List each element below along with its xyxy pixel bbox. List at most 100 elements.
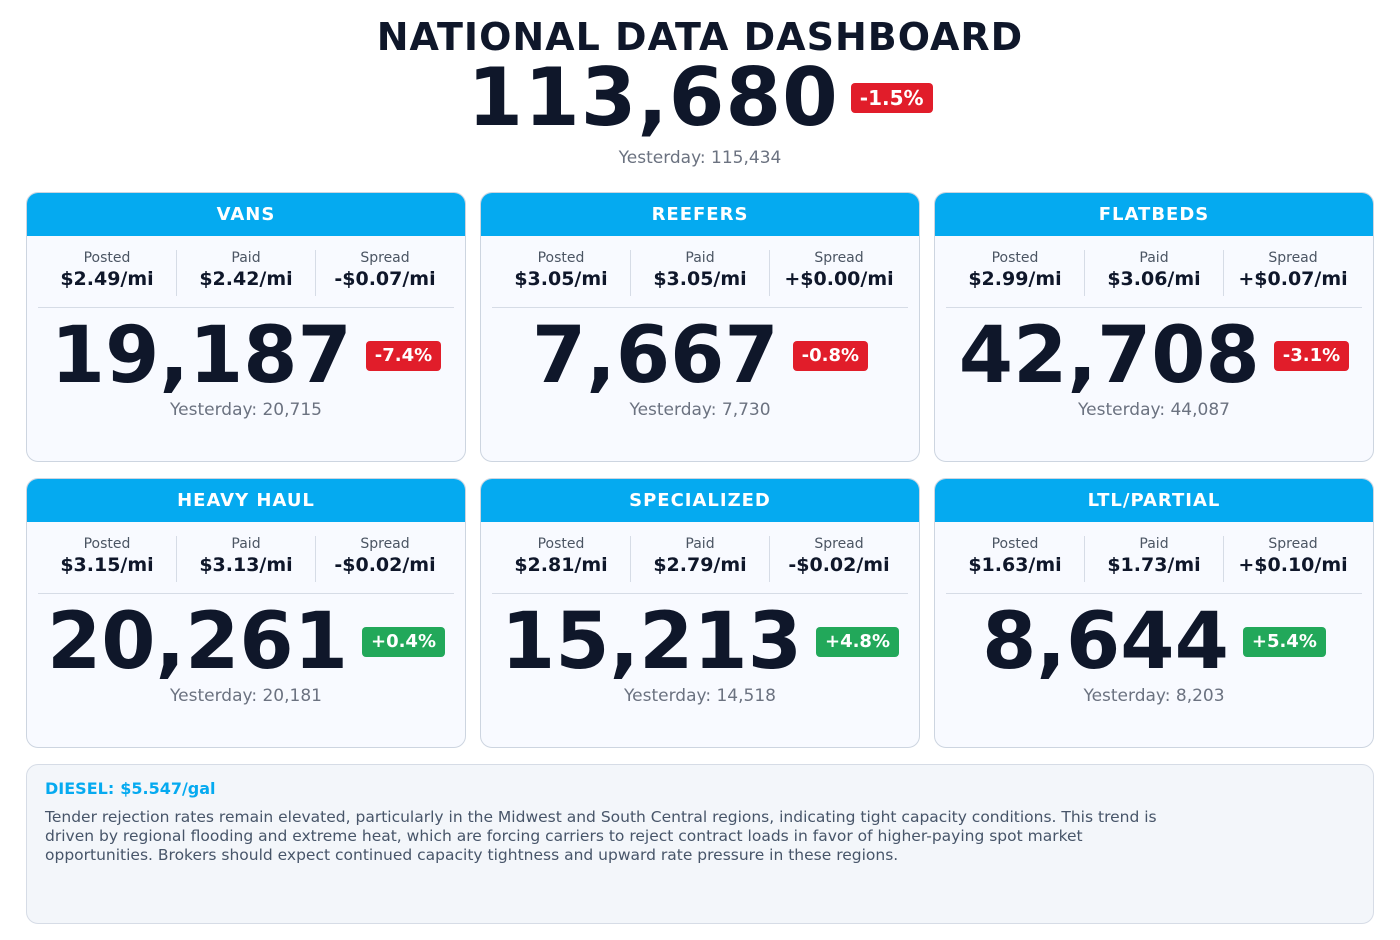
- posted-value: $2.99/mi: [968, 268, 1062, 290]
- rate-stats: Posted $3.15/mi Paid $3.13/mi Spread -$0…: [38, 536, 454, 594]
- posted-value: $2.81/mi: [514, 554, 608, 576]
- rate-stats: Posted $2.99/mi Paid $3.06/mi Spread +$0…: [946, 250, 1362, 308]
- card-title: VANS: [27, 193, 465, 236]
- change-badge: +4.8%: [815, 627, 899, 657]
- paid-label: Paid: [685, 536, 715, 552]
- posted-value: $3.15/mi: [60, 554, 154, 576]
- posted-stat: Posted $3.15/mi: [38, 536, 177, 582]
- posted-stat: Posted $1.63/mi: [946, 536, 1085, 582]
- posted-stat: Posted $2.99/mi: [946, 250, 1085, 296]
- total-loads-value: 113,680: [467, 51, 839, 144]
- yesterday-value: Yesterday: 14,518: [624, 686, 776, 706]
- paid-stat: Paid $1.73/mi: [1085, 536, 1224, 582]
- spread-value: -$0.02/mi: [788, 554, 890, 576]
- paid-label: Paid: [685, 250, 715, 266]
- card-vans: VANS Posted $2.49/mi Paid $2.42/mi Sprea…: [26, 192, 466, 462]
- posted-value: $3.05/mi: [514, 268, 608, 290]
- spread-label: Spread: [360, 536, 410, 552]
- spread-stat: Spread +$0.07/mi: [1224, 250, 1362, 296]
- card-flatbeds: FLATBEDS Posted $2.99/mi Paid $3.06/mi S…: [934, 192, 1374, 462]
- spread-value: +$0.07/mi: [1238, 268, 1348, 290]
- paid-stat: Paid $2.42/mi: [177, 250, 316, 296]
- spread-label: Spread: [814, 250, 864, 266]
- paid-value: $3.13/mi: [199, 554, 293, 576]
- spread-value: -$0.07/mi: [334, 268, 436, 290]
- change-badge: +5.4%: [1242, 627, 1326, 657]
- total-change-badge: -1.5%: [850, 83, 933, 113]
- page-title: NATIONAL DATA DASHBOARD: [376, 15, 1024, 59]
- rate-stats: Posted $2.49/mi Paid $2.42/mi Spread -$0…: [38, 250, 454, 308]
- spread-value: +$0.00/mi: [784, 268, 894, 290]
- card-specialized: SPECIALIZED Posted $2.81/mi Paid $2.79/m…: [480, 478, 920, 748]
- dashboard-header: NATIONAL DATA DASHBOARD 113,680 -1.5% Ye…: [0, 14, 1400, 168]
- change-badge: -0.8%: [792, 341, 869, 371]
- rate-stats: Posted $2.81/mi Paid $2.79/mi Spread -$0…: [492, 536, 908, 594]
- paid-label: Paid: [231, 250, 261, 266]
- posted-label: Posted: [537, 536, 585, 552]
- load-count-row: 8,644 +5.4%: [935, 594, 1373, 690]
- card-title: FLATBEDS: [935, 193, 1373, 236]
- card-title: HEAVY HAUL: [27, 479, 465, 522]
- paid-value: $1.73/mi: [1107, 554, 1201, 576]
- change-badge: -3.1%: [1273, 341, 1350, 371]
- change-badge: +0.4%: [361, 627, 445, 657]
- card-heavy-haul: HEAVY HAUL Posted $3.15/mi Paid $3.13/mi…: [26, 478, 466, 748]
- spread-label: Spread: [814, 536, 864, 552]
- load-count-row: 7,667 -0.8%: [481, 308, 919, 404]
- paid-value: $3.06/mi: [1107, 268, 1201, 290]
- load-count-value: 8,644: [982, 597, 1229, 687]
- paid-label: Paid: [231, 536, 261, 552]
- paid-stat: Paid $3.05/mi: [631, 250, 770, 296]
- posted-value: $1.63/mi: [968, 554, 1062, 576]
- posted-value: $2.49/mi: [60, 268, 154, 290]
- card-title: LTL/PARTIAL: [935, 479, 1373, 522]
- spread-label: Spread: [1268, 250, 1318, 266]
- paid-stat: Paid $2.79/mi: [631, 536, 770, 582]
- spread-stat: Spread +$0.10/mi: [1224, 536, 1362, 582]
- load-count-value: 20,261: [46, 597, 348, 687]
- change-badge: -7.4%: [365, 341, 442, 371]
- diesel-price: DIESEL: $5.547/gal: [45, 779, 1355, 799]
- posted-stat: Posted $3.05/mi: [492, 250, 631, 296]
- card-title: REEFERS: [481, 193, 919, 236]
- paid-label: Paid: [1139, 250, 1169, 266]
- card-title: SPECIALIZED: [481, 479, 919, 522]
- market-note-text: Tender rejection rates remain elevated, …: [45, 808, 1157, 864]
- diesel-value: $5.547/gal: [120, 779, 216, 798]
- paid-value: $3.05/mi: [653, 268, 747, 290]
- paid-value: $2.79/mi: [653, 554, 747, 576]
- load-count-value: 15,213: [500, 597, 802, 687]
- card-ltl-partial: LTL/PARTIAL Posted $1.63/mi Paid $1.73/m…: [934, 478, 1374, 748]
- load-count-row: 20,261 +0.4%: [27, 594, 465, 690]
- diesel-label: DIESEL:: [45, 779, 115, 798]
- paid-stat: Paid $3.13/mi: [177, 536, 316, 582]
- total-row: 113,680 -1.5%: [0, 58, 1400, 138]
- spread-stat: Spread -$0.02/mi: [770, 536, 908, 582]
- spread-value: +$0.10/mi: [1238, 554, 1348, 576]
- paid-value: $2.42/mi: [199, 268, 293, 290]
- yesterday-value: Yesterday: 20,181: [170, 686, 322, 706]
- load-count-row: 15,213 +4.8%: [481, 594, 919, 690]
- posted-label: Posted: [991, 250, 1039, 266]
- load-count-value: 42,708: [958, 311, 1260, 401]
- yesterday-value: Yesterday: 7,730: [629, 400, 771, 420]
- spread-value: -$0.02/mi: [334, 554, 436, 576]
- posted-label: Posted: [83, 536, 131, 552]
- yesterday-value: Yesterday: 44,087: [1078, 400, 1230, 420]
- posted-label: Posted: [83, 250, 131, 266]
- posted-stat: Posted $2.81/mi: [492, 536, 631, 582]
- posted-label: Posted: [991, 536, 1039, 552]
- card-reefers: REEFERS Posted $3.05/mi Paid $3.05/mi Sp…: [480, 192, 920, 462]
- spread-stat: Spread -$0.07/mi: [316, 250, 454, 296]
- total-yesterday: Yesterday: 115,434: [618, 148, 782, 168]
- load-count-value: 19,187: [50, 311, 352, 401]
- rate-stats: Posted $3.05/mi Paid $3.05/mi Spread +$0…: [492, 250, 908, 308]
- paid-stat: Paid $3.06/mi: [1085, 250, 1224, 296]
- spread-stat: Spread +$0.00/mi: [770, 250, 908, 296]
- yesterday-value: Yesterday: 8,203: [1083, 686, 1225, 706]
- spread-label: Spread: [360, 250, 410, 266]
- market-note-panel: DIESEL: $5.547/gal Tender rejection rates…: [26, 764, 1374, 924]
- posted-label: Posted: [537, 250, 585, 266]
- load-count-row: 19,187 -7.4%: [27, 308, 465, 404]
- spread-label: Spread: [1268, 536, 1318, 552]
